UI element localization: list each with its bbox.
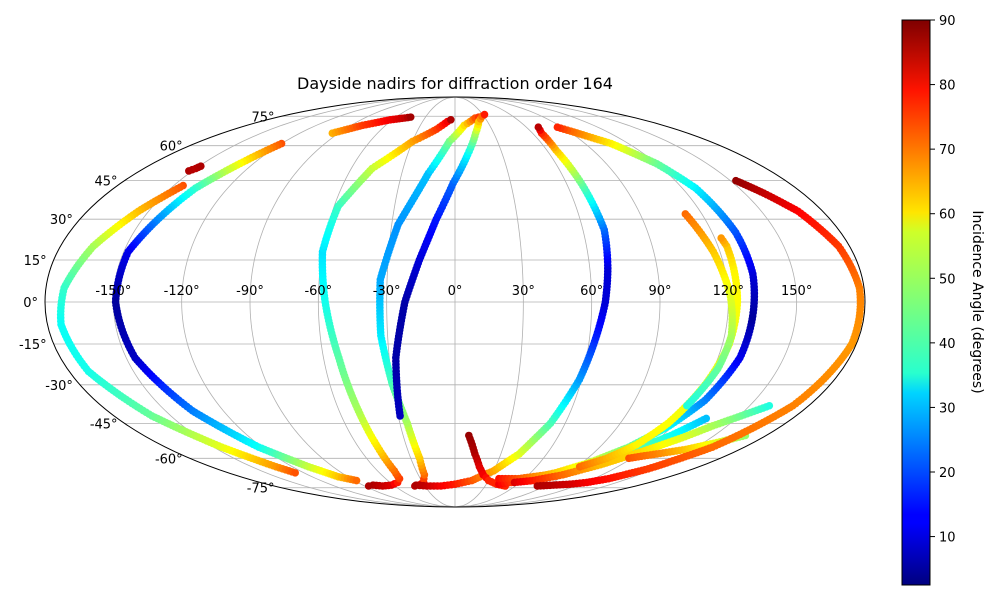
colorbar-tick-label: 90 — [939, 14, 956, 29]
data-point — [717, 234, 725, 242]
longitude-tick-label: 120° — [713, 284, 744, 299]
data-point — [291, 469, 299, 477]
colorbar-label: Incidence Angle (degrees) — [969, 210, 985, 393]
colorbar: 10 20 30 40 50 60 70 80 90 Incidence Angle (degr… — [901, 14, 985, 586]
colorbar-tick-label: 10 — [939, 531, 956, 546]
latitude-tick-label: -75° — [247, 482, 275, 497]
map-boundary — [44, 96, 866, 508]
longitude-tick-label: -60° — [304, 284, 332, 299]
map-area: -150° -120° -90° -60° -30° 0° 30° 60° 90° 120° 150… — [19, 96, 866, 508]
data-point — [197, 162, 205, 170]
latitude-tick-label: 75° — [251, 110, 274, 125]
data-point — [480, 110, 489, 119]
latitude-tick-label: 0° — [23, 296, 38, 311]
data-point — [553, 123, 562, 132]
longitude-tick-label: 90° — [648, 284, 671, 299]
latitude-tick-labels: 75° 60° 45° 30° 15° 0° -15° -30° -45° -60° -75° — [19, 110, 275, 496]
colorbar-tick-label: 60 — [939, 208, 956, 223]
longitude-tick-label: 150° — [781, 284, 812, 299]
longitude-tick-label: 30° — [512, 284, 535, 299]
latitude-tick-label: 60° — [160, 140, 183, 155]
chart-title: Dayside nadirs for diffraction order 164 — [297, 74, 613, 93]
latitude-tick-label: -45° — [90, 417, 118, 432]
longitude-tick-label: -120° — [164, 284, 200, 299]
scatter-points — [56, 110, 865, 490]
latitude-tick-label: 30° — [50, 213, 73, 228]
colorbar-ticks: 10 20 30 40 50 60 70 80 90 — [930, 14, 956, 546]
longitude-tick-label: -90° — [236, 284, 264, 299]
latitude-tick-label: 45° — [95, 175, 118, 190]
data-point — [683, 401, 691, 410]
colorbar-tick-label: 50 — [939, 272, 956, 287]
colorbar-gradient — [901, 19, 931, 586]
colorbar-tick-label: 70 — [939, 143, 956, 158]
data-point — [702, 414, 711, 423]
longitude-tick-labels: -150° -120° -90° -60° -30° 0° 30° 60° 90° 120° 150… — [95, 284, 812, 299]
data-point — [447, 115, 455, 124]
latitude-tick-label: -15° — [19, 338, 47, 353]
colorbar-tick-label: 30 — [939, 401, 956, 416]
data-point — [352, 476, 361, 485]
data-point — [765, 401, 774, 410]
data-point — [406, 113, 415, 121]
latitude-tick-label: -60° — [155, 452, 183, 467]
longitude-tick-label: -150° — [95, 284, 131, 299]
longitude-tick-label: 60° — [580, 284, 603, 299]
longitude-tick-label: 0° — [448, 284, 463, 299]
data-point — [732, 176, 740, 185]
longitude-tick-label: -30° — [373, 284, 401, 299]
colorbar-tick-label: 80 — [939, 79, 956, 94]
latitude-tick-label: 15° — [24, 254, 47, 269]
colorbar-tick-label: 40 — [939, 337, 956, 352]
colorbar-tick-label: 20 — [939, 466, 956, 481]
data-point — [534, 123, 543, 132]
latitude-tick-label: -30° — [45, 379, 73, 394]
